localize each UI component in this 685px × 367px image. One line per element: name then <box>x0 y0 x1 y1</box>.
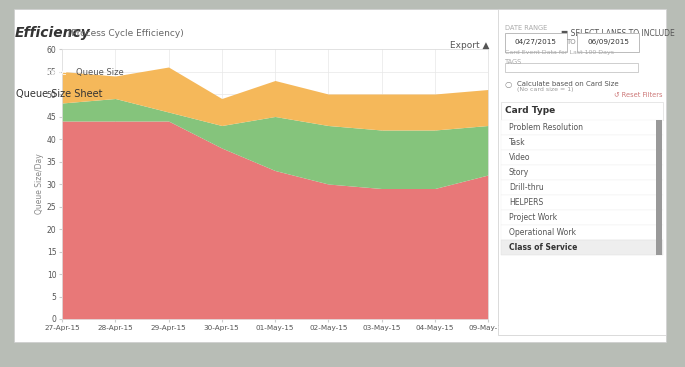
Text: 06/09/2015: 06/09/2015 <box>587 39 630 45</box>
Text: Drill-thru: Drill-thru <box>509 183 544 192</box>
Text: HELPERS: HELPERS <box>509 198 543 207</box>
Text: Queue Size Sheet: Queue Size Sheet <box>16 88 103 99</box>
Text: Problem Resolution: Problem Resolution <box>509 123 583 132</box>
Text: Task: Task <box>509 138 525 147</box>
Text: TO: TO <box>566 39 575 45</box>
Text: TAGS: TAGS <box>505 59 522 65</box>
Text: Video: Video <box>509 153 530 162</box>
Text: (No card size = 1): (No card size = 1) <box>517 87 573 92</box>
Text: Class of Service: Class of Service <box>509 243 577 252</box>
Text: Efficiency: Efficiency <box>15 26 91 40</box>
Text: ○: ○ <box>505 80 512 89</box>
Text: Export ▲: Export ▲ <box>451 41 490 50</box>
Text: Card Event Data for Last 100 Days: Card Event Data for Last 100 Days <box>505 50 614 55</box>
Text: ↺ Reset Filters: ↺ Reset Filters <box>614 92 662 98</box>
Text: Card Type: Card Type <box>505 106 555 115</box>
Text: Project Work: Project Work <box>509 213 557 222</box>
Text: Story: Story <box>509 168 530 177</box>
Text: DATE RANGE: DATE RANGE <box>505 25 547 30</box>
Text: ■ SELECT LANES TO INCLUDE: ■ SELECT LANES TO INCLUDE <box>561 29 675 37</box>
Text: (Process Cycle Efficiency): (Process Cycle Efficiency) <box>65 29 184 37</box>
Text: 04/27/2015: 04/27/2015 <box>514 39 557 45</box>
Text: Operational Work: Operational Work <box>509 228 576 237</box>
Text: Percentage: Percentage <box>19 68 67 77</box>
Y-axis label: Queue Size/Day: Queue Size/Day <box>35 154 44 214</box>
Text: Queue Size: Queue Size <box>76 68 123 77</box>
Text: Calculate based on Card Size: Calculate based on Card Size <box>517 81 619 87</box>
